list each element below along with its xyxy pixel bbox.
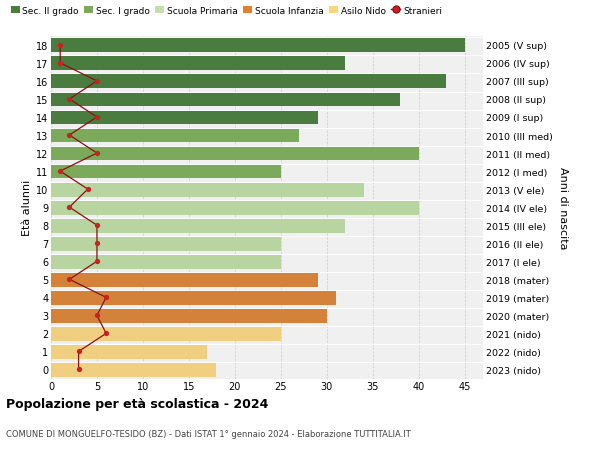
Text: COMUNE DI MONGUELFO-TESIDO (BZ) - Dati ISTAT 1° gennaio 2024 - Elaborazione TUTT: COMUNE DI MONGUELFO-TESIDO (BZ) - Dati I… [6, 429, 411, 438]
Bar [51, 290, 336, 305]
Bar [51, 110, 317, 125]
Bar [51, 164, 281, 179]
Bar [51, 272, 317, 287]
Bar [51, 56, 345, 71]
Bar [51, 129, 299, 143]
Bar [51, 344, 207, 359]
Bar [51, 200, 419, 215]
Bar [51, 92, 400, 107]
Text: Popolazione per età scolastica - 2024: Popolazione per età scolastica - 2024 [6, 397, 268, 410]
Bar [51, 308, 327, 323]
Y-axis label: Anni di nascita: Anni di nascita [558, 167, 568, 249]
Bar [51, 218, 345, 233]
Bar [51, 362, 217, 377]
Y-axis label: Età alunni: Età alunni [22, 179, 32, 236]
Bar [51, 182, 364, 197]
Bar [51, 39, 464, 53]
Bar [51, 236, 281, 251]
Bar [51, 146, 419, 161]
Bar [51, 254, 281, 269]
Bar [51, 74, 446, 89]
Legend: Sec. II grado, Sec. I grado, Scuola Primaria, Scuola Infanzia, Asilo Nido, Stran: Sec. II grado, Sec. I grado, Scuola Prim… [11, 7, 442, 16]
Bar [51, 326, 281, 341]
